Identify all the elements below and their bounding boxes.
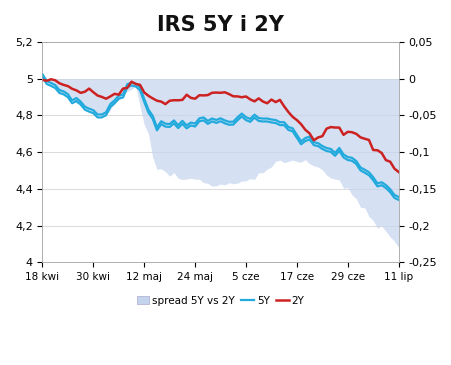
Legend: spread 5Y vs 2Y, 5Y, 2Y: spread 5Y vs 2Y, 5Y, 2Y (132, 292, 308, 310)
Title: IRS 5Y i 2Y: IRS 5Y i 2Y (157, 15, 283, 35)
